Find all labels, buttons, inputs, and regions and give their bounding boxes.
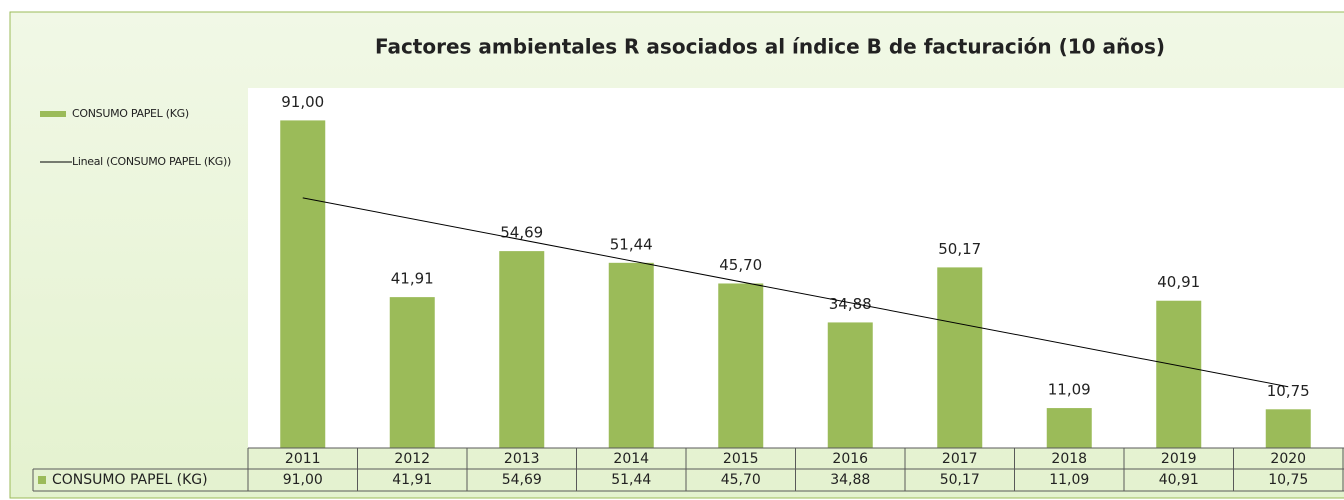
- bar: [389, 297, 435, 448]
- data-label: 40,91: [1157, 273, 1200, 291]
- table-cell: 51,44: [611, 472, 651, 488]
- bar: [937, 267, 983, 448]
- table-row-label: CONSUMO PAPEL (KG): [52, 472, 208, 488]
- data-label: 45,70: [719, 256, 762, 274]
- x-tick-label: 2018: [1051, 451, 1087, 467]
- bar: [827, 322, 873, 448]
- x-tick-label: 2011: [285, 451, 321, 467]
- x-tick-label: 2020: [1270, 451, 1306, 467]
- table-cell: 34,88: [830, 472, 870, 488]
- data-label: 41,91: [391, 270, 434, 288]
- x-tick-label: 2012: [394, 451, 430, 467]
- data-label: 50,17: [938, 240, 981, 258]
- legend-key: [40, 111, 66, 117]
- data-label: 10,75: [1267, 382, 1310, 400]
- x-tick-label: 2016: [832, 451, 868, 467]
- bar: [608, 262, 654, 448]
- trend-line: [302, 197, 1289, 388]
- bar: [499, 251, 545, 448]
- data-label: 34,88: [829, 295, 872, 313]
- bar: [1265, 409, 1311, 448]
- legend-label: Lineal (CONSUMO PAPEL (KG)): [72, 155, 231, 168]
- table-cell: 10,75: [1268, 472, 1308, 488]
- data-label: 11,09: [1048, 381, 1091, 399]
- data-label: 91,00: [281, 93, 324, 111]
- table-cell: 54,69: [502, 472, 542, 488]
- table-cell: 45,70: [721, 472, 761, 488]
- table-cell: 50,17: [940, 472, 980, 488]
- x-tick-label: 2019: [1161, 451, 1197, 467]
- data-label: 54,69: [500, 224, 543, 242]
- bar: [1046, 408, 1092, 448]
- table-cell: 91,00: [283, 472, 323, 488]
- x-tick-label: 2017: [942, 451, 978, 467]
- x-tick-label: 2014: [613, 451, 649, 467]
- legend-key: [38, 476, 46, 484]
- bar: [718, 283, 764, 448]
- table-cell: 11,09: [1049, 472, 1089, 488]
- legend-label: CONSUMO PAPEL (KG): [72, 107, 189, 120]
- data-label: 51,44: [610, 235, 653, 253]
- bar: [280, 120, 326, 449]
- bar: [1156, 300, 1202, 448]
- chart-title: Factores ambientales R asociados al índi…: [375, 35, 1165, 59]
- x-tick-label: 2013: [504, 451, 540, 467]
- x-tick-label: 2015: [723, 451, 759, 467]
- table-cell: 40,91: [1159, 472, 1199, 488]
- table-cell: 41,91: [392, 472, 432, 488]
